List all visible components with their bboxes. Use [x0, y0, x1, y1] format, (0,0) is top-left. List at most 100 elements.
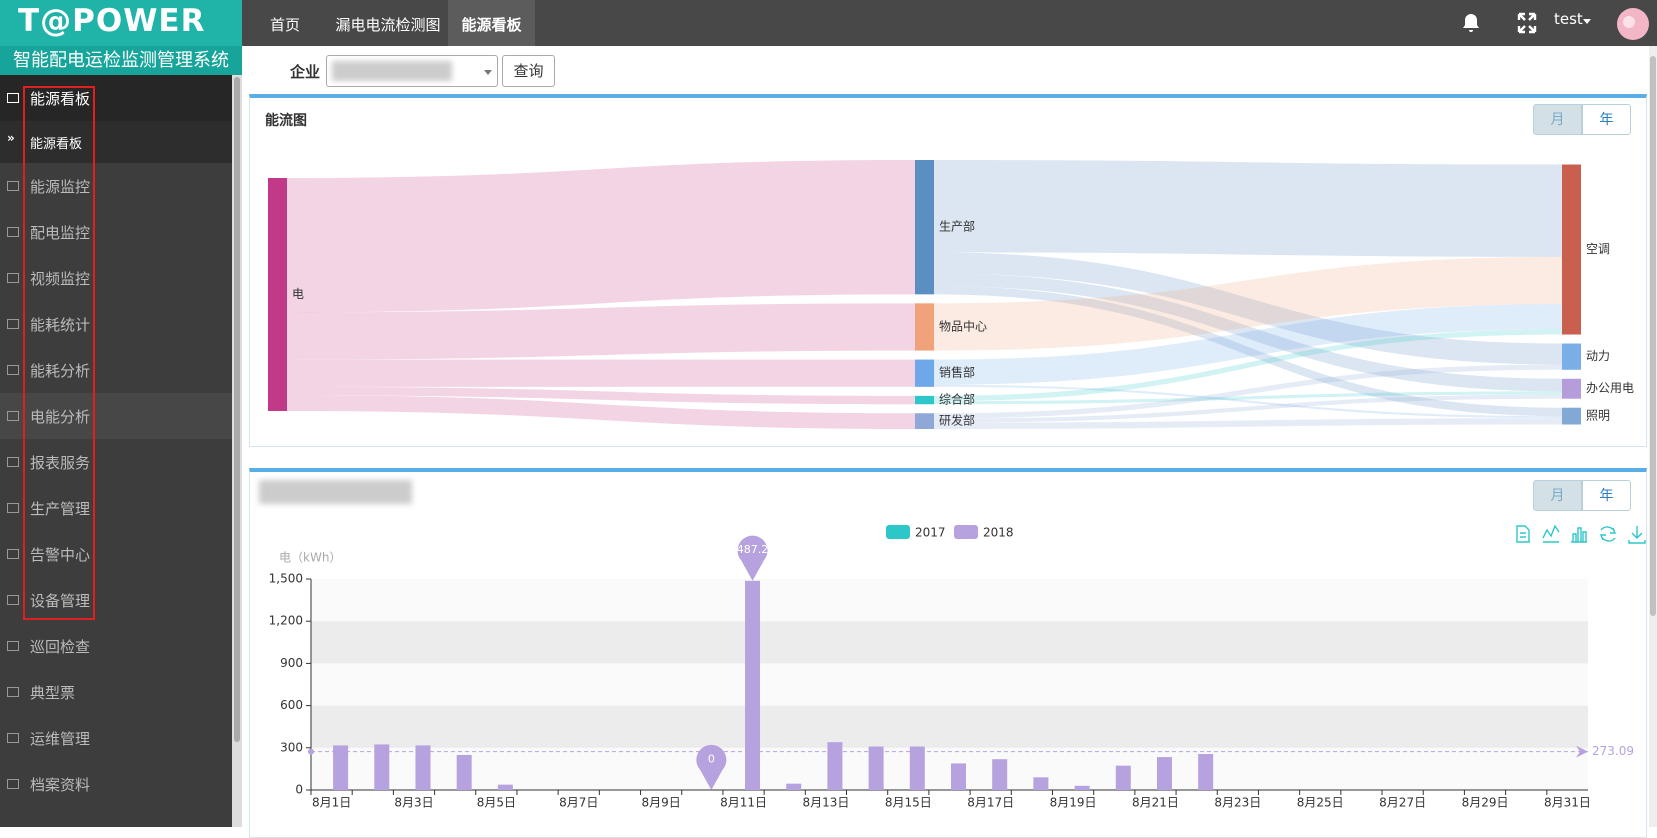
- sankey-node: [915, 395, 934, 405]
- sankey-node: [915, 413, 934, 429]
- menu-icon: [7, 733, 19, 743]
- menu-item[interactable]: 能耗分析: [30, 362, 91, 380]
- menu-icon: [7, 641, 19, 651]
- menu-item[interactable]: 设备管理: [30, 592, 91, 610]
- tool-line[interactable]: [1542, 524, 1560, 543]
- x-tick-label: 8月25日: [1297, 796, 1344, 810]
- tool-bar[interactable]: [1571, 527, 1587, 543]
- logo-area: [0, 0, 242, 46]
- sankey-panel: [249, 94, 1647, 447]
- split-area: [311, 705, 1588, 748]
- menu-icon: [7, 365, 19, 375]
- sidebar-scroll-track: [232, 75, 242, 827]
- menu-icon: [7, 595, 19, 605]
- sankey-link: [934, 418, 1562, 429]
- tool-data-view[interactable]: [1516, 525, 1530, 543]
- sankey-link: [287, 386, 915, 405]
- y-tick-label: 1,500: [269, 572, 303, 586]
- y-tick-label: 1,200: [269, 614, 303, 628]
- blurred-title: [259, 480, 412, 504]
- fullscreen-icon[interactable]: [1517, 12, 1537, 34]
- y-tick-label: 0: [295, 783, 303, 797]
- sankey-link: [934, 394, 1562, 423]
- query-button[interactable]: 查询: [502, 55, 555, 87]
- tool-save[interactable]: [1628, 526, 1646, 544]
- menu-item[interactable]: 档案资料: [30, 776, 91, 794]
- menu-item[interactable]: 电能分析: [30, 408, 91, 426]
- menu-icon: [7, 319, 19, 329]
- logo: T@POWER: [18, 3, 206, 39]
- menu-row[interactable]: [0, 393, 232, 439]
- nav-item[interactable]: 首页: [269, 16, 300, 34]
- sankey-link: [934, 256, 1562, 351]
- pin-label: 1487.25: [730, 543, 776, 556]
- x-tick-label: 8月13日: [802, 796, 849, 810]
- bell-icon[interactable]: [1463, 14, 1479, 32]
- highlight-box: [23, 86, 95, 620]
- legend-label[interactable]: 2017: [915, 526, 946, 540]
- bar: [1115, 765, 1131, 790]
- menu-item[interactable]: 巡回检查: [30, 638, 91, 656]
- menu-icon: [7, 411, 19, 421]
- menu-item[interactable]: 能源监控: [30, 178, 91, 196]
- sankey-node-label: 物品中心: [939, 318, 987, 333]
- sankey-node-label: 办公用电: [1586, 380, 1634, 395]
- menu-icon: [7, 687, 19, 697]
- bar: [909, 746, 925, 790]
- x-tick-label: 8月5日: [477, 796, 516, 810]
- menu-icon: [7, 273, 19, 283]
- bar: [415, 745, 431, 790]
- period-toggle[interactable]: 年: [1582, 480, 1631, 511]
- sankey-node-label: 照明: [1586, 409, 1610, 423]
- legend-swatch[interactable]: [954, 525, 978, 539]
- sankey-node: [1562, 164, 1581, 335]
- sankey-node-label: 电: [292, 287, 304, 301]
- period-toggle[interactable]: 月: [1533, 104, 1582, 135]
- menu-item[interactable]: 配电监控: [30, 224, 91, 242]
- bar: [868, 746, 884, 790]
- tool-restore[interactable]: [1599, 526, 1617, 542]
- sankey-link: [287, 303, 915, 360]
- menu-item[interactable]: 能源看板: [30, 90, 91, 108]
- bar: [745, 580, 761, 790]
- sankey-node: [1562, 343, 1581, 370]
- period-toggle[interactable]: 年: [1582, 104, 1631, 135]
- menu-item[interactable]: 典型票: [30, 684, 76, 702]
- menu-row[interactable]: [0, 75, 232, 121]
- sankey-link: [934, 329, 1562, 402]
- x-tick-label: 8月3日: [394, 796, 433, 810]
- menu-item[interactable]: 告警中心: [30, 546, 91, 564]
- menu-item[interactable]: 视频监控: [30, 270, 91, 288]
- split-area: [311, 663, 1588, 706]
- bar: [1074, 785, 1090, 790]
- sankey-node-label: 综合部: [939, 392, 975, 407]
- legend-label[interactable]: 2018: [983, 526, 1014, 540]
- sankey-node: [268, 178, 287, 411]
- menu-item[interactable]: 报表服务: [30, 454, 91, 472]
- bar: [827, 742, 843, 790]
- menu-item[interactable]: 能耗统计: [30, 316, 91, 334]
- pin-marker: [696, 744, 727, 790]
- submenu-row[interactable]: [0, 121, 232, 163]
- sankey-link: [287, 359, 915, 387]
- nav-item[interactable]: 漏电电流检测图: [335, 16, 441, 34]
- sankey-node: [915, 160, 934, 295]
- menu-icon: [7, 549, 19, 559]
- menu-item[interactable]: 生产管理: [30, 500, 91, 518]
- submenu-item[interactable]: 能源看板: [30, 137, 83, 152]
- x-tick-label: 8月7日: [559, 796, 598, 810]
- x-tick-label: 8月21日: [1132, 796, 1179, 810]
- nav-item[interactable]: 能源看板: [448, 0, 535, 46]
- menu-icon: [7, 227, 19, 237]
- period-toggle[interactable]: 月: [1533, 480, 1582, 511]
- sankey-title: 能流图: [265, 113, 307, 129]
- bar: [333, 745, 349, 790]
- user-name[interactable]: test: [1554, 10, 1583, 28]
- legend-swatch[interactable]: [886, 525, 910, 539]
- y-axis-title: 电（kWh）: [279, 551, 341, 565]
- bar: [786, 783, 802, 790]
- x-tick-label: 8月9日: [642, 796, 681, 810]
- menu-item[interactable]: 运维管理: [30, 730, 91, 748]
- average-arrow: [1576, 745, 1588, 758]
